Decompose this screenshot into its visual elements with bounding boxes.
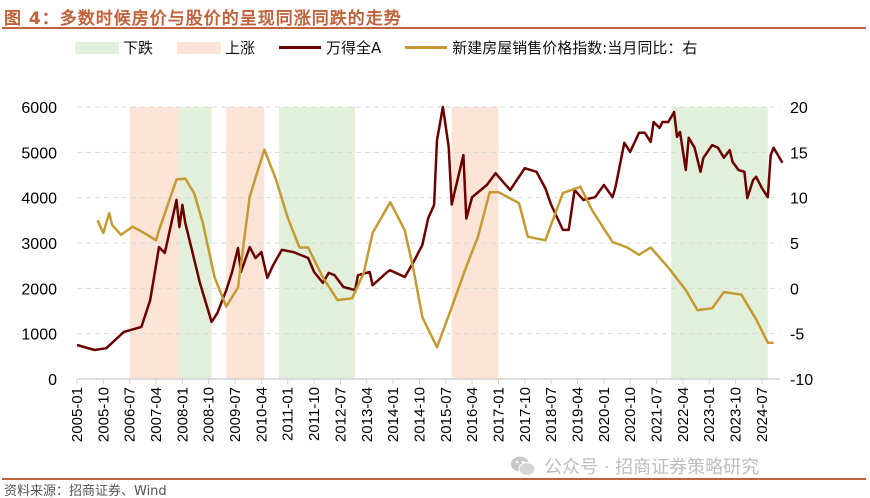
y-left-tick-label: 5000 [21,145,57,162]
legend-item-house-price: 新建房屋销售价格指数:当月同比：右 [405,37,697,58]
x-tick-label: 2006-07 [122,387,139,442]
x-tick-label: 2023-10 [728,387,745,442]
legend-line-house-price [405,46,448,49]
x-tick-label: 2005-01 [69,387,86,442]
y-left-tick-label: 1000 [21,327,57,344]
x-tick-label: 2008-01 [174,387,191,442]
title-divider [2,27,866,29]
y-right-tick-label: 20 [790,100,808,117]
y-left-tick-label: 2000 [21,281,57,298]
y-right-tick-label: 10 [790,191,808,208]
x-tick-label: 2012-07 [332,387,349,442]
x-tick-label: 2009-07 [227,387,244,442]
wechat-icon [511,456,536,476]
y-right-tick-label: -5 [790,327,804,344]
series-line-house-price-yoy [96,148,774,349]
figure-title: 图 4：多数时候房价与股价的呈现同涨同跌的走势 [4,9,402,29]
watermark-text: 公众号 · 招商证券策略研究 [544,457,760,478]
x-tick-label: 2008-10 [201,387,218,442]
x-tick-label: 2011-01 [280,387,297,441]
legend-item-down: 下跌 [75,37,153,58]
x-tick-label: 2017-01 [490,387,507,442]
legend-label: 上涨 [225,39,256,57]
x-tick-label: 2018-07 [543,387,560,442]
y-left-tick-label: 4000 [21,191,57,208]
x-tick-label: 2024-07 [754,387,771,442]
legend-item-wind-a: 万得全A [279,37,381,58]
legend-swatch-down [75,41,119,54]
footer-divider [2,478,866,480]
legend-swatch-up [177,41,222,54]
legend-label: 新建房屋销售价格指数:当月同比：右 [452,39,698,57]
legend: 下跌 上涨 万得全A 新建房屋销售价格指数:当月同比：右 [75,37,721,58]
series-line-wind-a [76,105,784,352]
x-tick-label: 2014-10 [411,387,428,442]
x-tick-label: 2023-01 [701,387,718,442]
x-tick-label: 2017-10 [517,387,534,442]
band-down [278,107,356,379]
x-tick-label: 2022-04 [675,387,692,442]
x-tick-label: 2021-07 [649,387,666,442]
legend-line-wind-a [279,46,322,49]
x-tick-label: 2019-04 [570,387,587,442]
x-tick-label: 2020-10 [622,387,639,442]
y-left-tick-label: 0 [48,372,57,389]
y-right-tick-label: 0 [790,281,799,298]
x-tick-label: 2007-04 [148,387,165,442]
x-tick-label: 2013-04 [359,387,376,442]
y-right-tick-label: -10 [790,372,813,389]
x-tick-label: 2010-04 [253,387,270,442]
y-right-tick-label: 5 [790,236,799,253]
y-left-tick-label: 6000 [21,100,57,117]
x-tick-label: 2014-01 [385,387,402,442]
y-right-tick-label: 15 [790,145,808,162]
source-note: 资料来源：招商证券、Wind [4,484,167,498]
x-tick-label: 2016-04 [464,387,481,442]
x-tick-label: 2005-10 [95,387,112,442]
x-tick-label: 2011-10 [306,387,323,441]
x-tick-label: 2020-01 [596,387,613,442]
legend-item-up: 上涨 [177,37,255,58]
legend-label: 万得全A [326,39,382,57]
y-left-tick-label: 3000 [21,236,57,253]
watermark: 公众号 · 招商证券策略研究 [510,453,759,479]
x-tick-label: 2015-07 [438,387,455,442]
legend-label: 下跌 [123,39,154,57]
